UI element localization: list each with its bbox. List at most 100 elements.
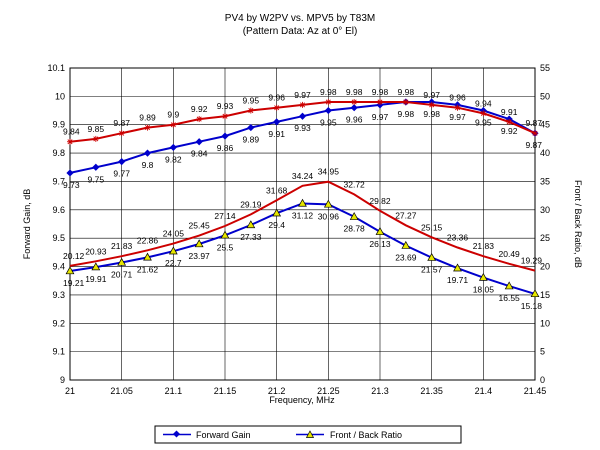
- data-label: 9.98: [423, 109, 440, 119]
- data-point-stroke: [170, 122, 176, 128]
- data-point-stroke: [532, 130, 538, 136]
- data-point: [92, 163, 100, 171]
- data-label: 9.89: [243, 135, 260, 145]
- y-axis-right-title: Front / Back Ratio, dB: [573, 180, 583, 268]
- y-tick-label-left: 9.7: [52, 176, 65, 186]
- data-point-stroke: [429, 102, 435, 108]
- data-label: 9.86: [217, 143, 234, 153]
- data-label: 27.14: [214, 211, 236, 221]
- y-tick-label-right: 25: [540, 233, 550, 243]
- data-label: 29.19: [240, 199, 262, 209]
- data-label: 9.97: [423, 90, 440, 100]
- data-label: 25.45: [189, 221, 211, 231]
- data-label: 20.12: [63, 251, 85, 261]
- data-point: [377, 99, 383, 106]
- data-label: 24.05: [163, 229, 185, 239]
- data-label: 21.57: [421, 265, 443, 275]
- data-label: 21.62: [137, 264, 159, 274]
- data-label: 9.96: [268, 93, 285, 103]
- y-tick-label-right: 20: [540, 262, 550, 272]
- y-tick-label-right: 5: [540, 347, 545, 357]
- x-tick-label: 21.4: [475, 386, 493, 396]
- data-label: 9.95: [475, 118, 492, 128]
- data-label: 9.97: [372, 112, 389, 122]
- data-point: [351, 99, 358, 106]
- data-label: 31.68: [266, 185, 288, 195]
- x-tick-label: 21.3: [371, 386, 389, 396]
- series-line-3: [69, 180, 536, 272]
- data-label: 9.97: [449, 112, 466, 122]
- data-point: [478, 272, 488, 281]
- data-point: [325, 99, 332, 106]
- data-point: [349, 212, 359, 220]
- y-tick-label-left: 9.8: [52, 148, 65, 158]
- legend-marker-front-back: [305, 430, 315, 438]
- data-label: 26.13: [369, 239, 391, 249]
- data-label: 9.97: [294, 90, 311, 100]
- data-point: [247, 107, 254, 114]
- data-point-stroke: [480, 110, 486, 116]
- series-front-back-ratio: [65, 198, 540, 298]
- data-label: 9.93: [294, 123, 311, 133]
- data-point: [92, 135, 99, 142]
- data-label: 29.82: [369, 196, 391, 206]
- data-label: 9.9: [167, 110, 179, 120]
- x-tick-label: 21.35: [420, 386, 443, 396]
- data-label: 9.96: [449, 93, 466, 103]
- data-label: 9.77: [113, 169, 130, 179]
- data-point: [222, 113, 228, 120]
- data-label: 27.33: [240, 232, 262, 242]
- data-point: [506, 118, 513, 125]
- data-label: 9.85: [88, 124, 105, 134]
- x-tick-label: 21: [65, 386, 75, 396]
- data-label: 9.73: [63, 180, 80, 190]
- y-tick-label-left: 9: [60, 375, 65, 385]
- data-point: [117, 257, 127, 266]
- y-tick-label-left: 9.4: [52, 262, 65, 272]
- data-label: 21.83: [111, 241, 133, 251]
- data-point: [118, 130, 125, 137]
- chart-title: PV4 by W2PV vs. MPV5 by T83M: [225, 13, 375, 24]
- data-point-stroke: [325, 99, 331, 105]
- x-tick-label: 21.05: [110, 386, 133, 396]
- data-point-stroke: [67, 139, 73, 145]
- data-label: 20.71: [111, 270, 133, 280]
- data-label: 30.96: [318, 211, 340, 221]
- data-point: [143, 252, 152, 261]
- data-labels: 9.73 9.75 9.77 9.8 9.82 9.84 9.86 9.89 9.91 9.93 9…: [63, 87, 542, 311]
- data-point: [298, 198, 307, 207]
- data-label: 19.71: [447, 275, 469, 285]
- data-point: [324, 106, 332, 115]
- data-point: [453, 263, 462, 272]
- data-point: [428, 101, 435, 108]
- x-tick-label: 21.1: [165, 386, 183, 396]
- data-point: [323, 199, 333, 208]
- data-label: 23.97: [189, 251, 211, 261]
- y-tick-label-left: 9.9: [52, 120, 65, 130]
- data-label: 15.18: [521, 301, 543, 311]
- chart-subtitle: (Pattern Data: Az at 0° El): [243, 26, 358, 37]
- data-point-stroke: [377, 99, 383, 105]
- data-label: 9.98: [320, 87, 337, 97]
- y-axis-left-title: Forward Gain, dB: [22, 189, 32, 260]
- data-label: 9.98: [372, 87, 389, 97]
- data-point-stroke: [274, 105, 280, 111]
- data-point-stroke: [119, 130, 125, 136]
- data-point: [221, 132, 229, 140]
- data-point: [532, 130, 538, 137]
- data-label: 9.91: [501, 107, 518, 117]
- data-label: 34.95: [318, 167, 340, 177]
- data-label: 23.36: [447, 232, 469, 242]
- data-point: [298, 112, 307, 120]
- data-label: 34.24: [292, 171, 314, 181]
- data-point: [504, 281, 514, 290]
- y-axis-left: 9 9.1 9.2 9.3 9.4 9.5 9.6 9.7 9.8 9.9 10 10.1: [47, 63, 65, 385]
- data-label: 28.78: [344, 224, 366, 234]
- x-tick-label: 21.25: [317, 386, 340, 396]
- data-point: [195, 138, 203, 146]
- data-label: 9.96: [346, 115, 363, 125]
- legend-label-front-back: Front / Back Ratio: [330, 430, 402, 440]
- plot-frame: [69, 67, 536, 381]
- data-point: [401, 240, 411, 249]
- data-point: [66, 169, 74, 177]
